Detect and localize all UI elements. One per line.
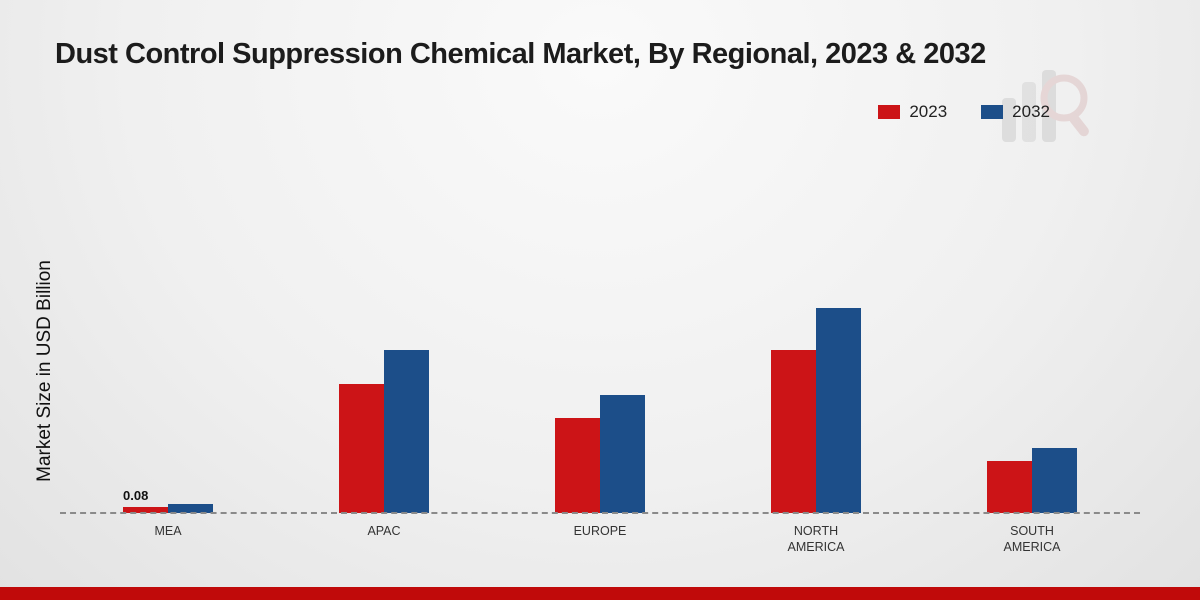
bar-2032-mea [168, 503, 213, 513]
bar-group-north-america: NORTH AMERICA [771, 150, 861, 554]
bar-group-apac: APAC [339, 150, 429, 538]
bar-2023-apac [339, 383, 384, 513]
bars-row: 0.08 MEA APAC EUROPE NORTH AMERICA SOUTH AMER… [60, 150, 1140, 554]
bar-group-south-america: SOUTH AMERICA [987, 150, 1077, 554]
bar-2032-north-america [816, 307, 861, 513]
watermark-logo [998, 68, 1090, 151]
x-axis-label-apac: APAC [367, 524, 401, 538]
bar-2023-mea [123, 506, 168, 513]
bar-value-annotation: 0.08 [123, 487, 149, 503]
legend-swatch-2023 [878, 105, 901, 119]
bar-group-europe: EUROPE [555, 150, 645, 538]
y-axis-label: Market Size in USD Billion [34, 260, 55, 482]
chart-title: Dust Control Suppression Chemical Market… [55, 38, 986, 70]
x-axis-baseline [60, 512, 1140, 514]
x-axis-label-europe: EUROPE [573, 524, 627, 538]
legend: 2023 2032 [878, 102, 1050, 122]
plot-area: 0.08 MEA APAC EUROPE NORTH AMERICA SOUTH AMER… [60, 150, 1140, 554]
x-axis-label-north-america: NORTH AMERICA [787, 524, 845, 555]
bar-2032-europe [600, 395, 645, 513]
bottom-accent-strip [0, 587, 1200, 600]
legend-item-2032: 2032 [981, 102, 1050, 122]
bar-2032-south-america [1032, 448, 1077, 513]
legend-swatch-2032 [981, 105, 1004, 119]
legend-label-2032: 2032 [1012, 102, 1050, 121]
bar-chart-magnifier-icon [1002, 70, 1089, 142]
x-axis-label-south-america: SOUTH AMERICA [1003, 524, 1061, 555]
legend-item-2023: 2023 [878, 102, 947, 122]
bar-2023-north-america [771, 349, 816, 513]
bar-2023-south-america [987, 461, 1032, 513]
legend-label-2023: 2023 [909, 102, 948, 121]
bar-2032-apac [384, 349, 429, 513]
bar-2023-europe [555, 418, 600, 513]
bar-group-mea: 0.08 MEA [123, 150, 213, 538]
x-axis-label-mea: MEA [154, 524, 182, 538]
